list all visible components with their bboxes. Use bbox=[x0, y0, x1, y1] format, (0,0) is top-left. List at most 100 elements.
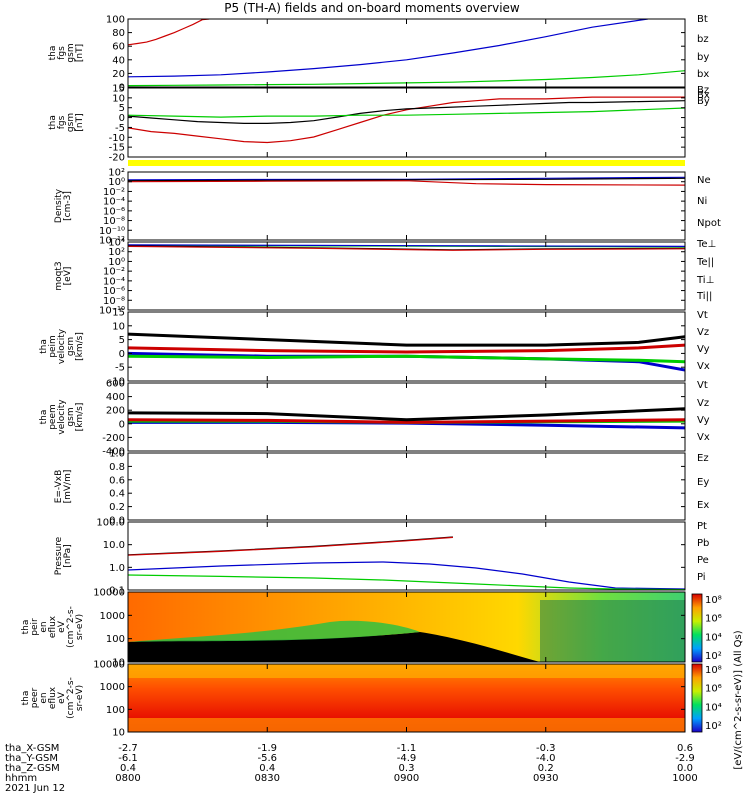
legend-label-bz: bz bbox=[697, 34, 709, 45]
y-tick-label: 20 bbox=[112, 69, 125, 80]
series-line-by bbox=[128, 70, 685, 87]
y-axis-label: peim bbox=[48, 335, 58, 358]
footer-date: 2021 Jun 12 bbox=[5, 783, 65, 794]
legend-label-bx: Bx bbox=[697, 90, 710, 101]
colorbar-tick-label: 10⁴ bbox=[705, 702, 722, 713]
footer-value-y: -2.9 bbox=[675, 753, 695, 764]
panel-frame bbox=[127, 382, 686, 452]
series-line-bx bbox=[128, 100, 685, 125]
legend-label-pi: Pi bbox=[697, 572, 706, 583]
series-line-pb bbox=[128, 536, 453, 556]
panel-frame bbox=[127, 452, 686, 521]
y-axis-label: peer bbox=[30, 687, 40, 708]
ion-colorbar bbox=[691, 593, 703, 663]
legend-label-ni: Ni bbox=[697, 196, 707, 207]
footer-value-x: -1.1 bbox=[397, 743, 417, 754]
footer-value-x: -2.7 bbox=[118, 743, 138, 754]
y-tick-label: 1000 bbox=[100, 682, 125, 693]
y-tick-label: 0.1 bbox=[109, 586, 125, 597]
legend-label-bz: Bz bbox=[697, 85, 709, 96]
series-line-vz bbox=[128, 418, 685, 424]
y-axis-label: moqt3 bbox=[54, 261, 64, 290]
footer-label-hhmm: hhmm bbox=[5, 773, 37, 784]
y-tick-label: 0.4 bbox=[109, 489, 125, 500]
colorbar-tick-label: 10⁸ bbox=[705, 595, 722, 606]
panel-7: 100.0 10.0 1.0 0.1 Pressure [nPa] Pt Pb Pe Pi bbox=[54, 518, 709, 597]
series-line-vt bbox=[128, 407, 685, 422]
y-axis-label: tha bbox=[39, 410, 49, 425]
y-axis-label: tha bbox=[48, 115, 58, 130]
footer-label-z: tha_Z-GSM bbox=[5, 763, 60, 774]
legend-label-bt: Bt bbox=[697, 14, 708, 25]
legend-label-by: by bbox=[697, 52, 709, 63]
footer-value-time: 1000 bbox=[672, 773, 697, 784]
y-axis-label: en bbox=[39, 692, 49, 703]
series-group bbox=[128, 536, 685, 590]
legend-label-pb: Pb bbox=[697, 538, 709, 549]
y-tick-label: 10000 bbox=[93, 588, 125, 599]
y-axis-label: tha bbox=[21, 620, 31, 635]
y-tick-label: 10⁻⁴ bbox=[103, 276, 125, 287]
y-tick-label: -10 bbox=[109, 377, 125, 388]
series-group bbox=[128, 244, 685, 251]
panel-8: 10000 1000 100 10 tha peir en eflux eV (cm^2-s-sr… bbox=[21, 588, 686, 669]
y-axis-label: (cm^2-s- bbox=[66, 606, 76, 648]
legend-label-ex: Ex bbox=[697, 500, 709, 511]
panel-4: 15 10 5 0 -5 -10 tha peim velocity gsm [km/s] Vt Vz V… bbox=[39, 308, 710, 388]
panel-frame bbox=[127, 241, 686, 311]
colorbar-tick-label: 10⁶ bbox=[705, 684, 722, 695]
y-tick-label: 15 bbox=[112, 308, 125, 319]
ephemeris-footer: tha_X-GSM tha_Y-GSM tha_Z-GSM hhmm 2021 … bbox=[5, 743, 698, 794]
y-tick-label: 10⁻⁶ bbox=[103, 286, 125, 297]
y-tick-label: 10⁻⁸ bbox=[103, 296, 125, 307]
y-tick-label: 200 bbox=[106, 406, 125, 417]
y-axis-label: en bbox=[39, 621, 49, 632]
legend-label-ey: Ey bbox=[697, 477, 709, 488]
y-tick-label: 100 bbox=[106, 634, 125, 645]
series-line-pe bbox=[128, 574, 685, 590]
colorbar-label: [eV/(cm^2-s-sr-eV)] (All Qs) bbox=[733, 630, 744, 769]
y-tick-label: 1.0 bbox=[109, 449, 125, 460]
y-axis-label: [mV/m] bbox=[63, 470, 73, 504]
y-tick-label: 40 bbox=[112, 55, 125, 66]
y-tick-label: -400 bbox=[102, 447, 125, 458]
footer-value-z: 0.2 bbox=[538, 763, 554, 774]
noisy-region-green bbox=[540, 600, 685, 662]
y-tick-label: 10⁻¹⁰ bbox=[99, 226, 125, 237]
y-tick-label: 10⁻² bbox=[103, 187, 125, 198]
footer-value-y: -6.1 bbox=[118, 753, 138, 764]
series-line-vy bbox=[128, 354, 685, 364]
y-axis-label: gsm bbox=[66, 43, 76, 62]
y-tick-label: 1.0 bbox=[109, 563, 125, 574]
y-axis-label: gsm bbox=[66, 407, 76, 426]
panel-5: 600 400 200 0 -200 -400 tha peem velocity gsm [km/… bbox=[39, 379, 710, 458]
series-group bbox=[128, 176, 685, 186]
y-axis-label: [cm-3] bbox=[63, 191, 73, 221]
y-tick-label: 0 bbox=[119, 349, 125, 360]
y-axis-label: (cm^2-s- bbox=[66, 677, 76, 719]
series-line-by bbox=[128, 107, 685, 118]
series-line-vz bbox=[128, 343, 685, 354]
footer-value-z: 0.3 bbox=[399, 763, 415, 774]
legend-label-ti||: Ti|| bbox=[696, 291, 712, 302]
y-axis-label: eflux bbox=[48, 615, 58, 638]
colorbars: 10⁸ 10⁶ 10⁴ 10² 10⁸ 10⁶ 10⁴ 10² [eV/(cm^2-s-sr-… bbox=[691, 593, 744, 770]
colorbar-tick-label: 10² bbox=[705, 721, 722, 732]
series-group bbox=[128, 407, 685, 430]
colorbar-tick-label: 10⁴ bbox=[705, 632, 722, 643]
y-axis-label: tha bbox=[39, 339, 49, 354]
series-line-ni bbox=[128, 177, 685, 182]
yellow-indicator-bar bbox=[128, 160, 685, 166]
colorbar-tick-label: 10⁶ bbox=[705, 614, 722, 625]
y-tick-label: -5 bbox=[115, 363, 125, 374]
footer-value-time: 0830 bbox=[255, 773, 280, 784]
y-axis-label: Pressure bbox=[54, 536, 64, 575]
colorbar-tick-label: 10⁸ bbox=[705, 665, 722, 676]
footer-value-time: 0900 bbox=[394, 773, 419, 784]
series-group bbox=[128, 332, 685, 372]
y-tick-label: 0 bbox=[119, 113, 125, 124]
green-band bbox=[128, 620, 420, 642]
y-axis-label: peem bbox=[48, 404, 58, 430]
footer-value-y: -4.9 bbox=[397, 753, 417, 764]
